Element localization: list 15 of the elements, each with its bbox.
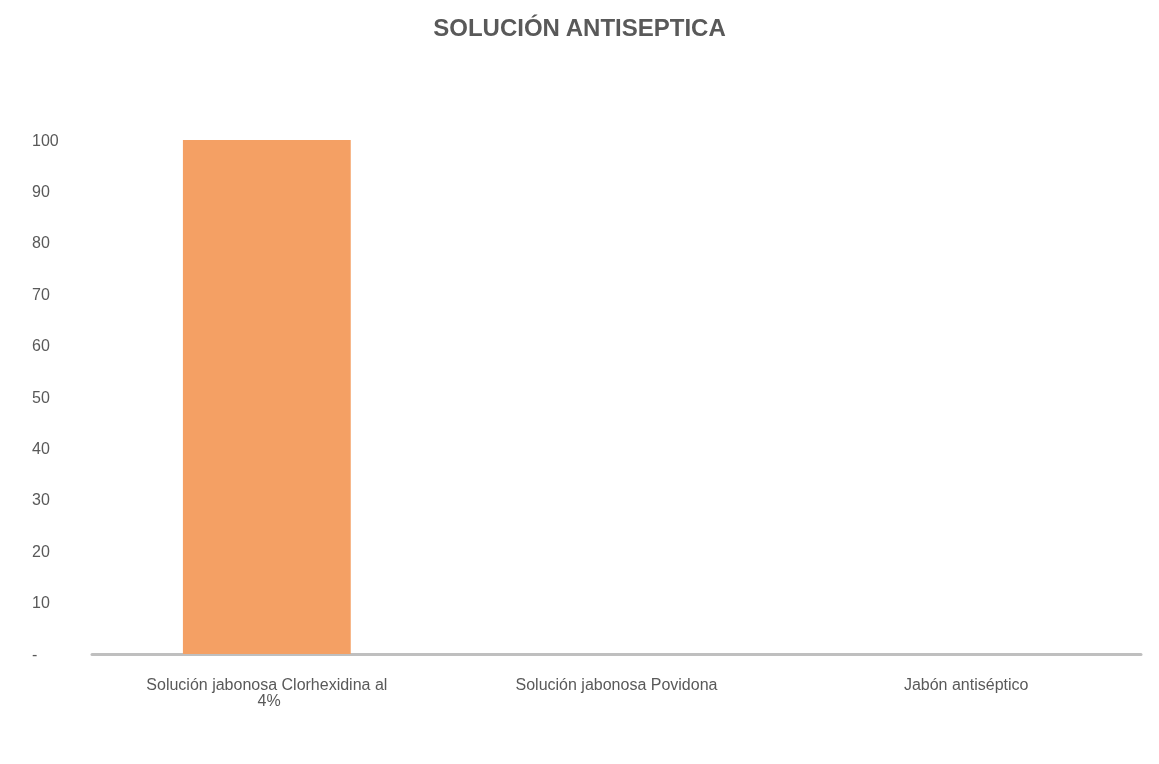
x-tick-label: Solución jabonosa Clorhexidina al 4%	[146, 675, 388, 709]
y-tick-label: 90	[32, 182, 50, 200]
y-tick-label: 20	[32, 542, 50, 560]
x-tick-label: Solución jabonosa Povidona	[515, 675, 718, 693]
y-tick-label: 30	[32, 491, 50, 509]
y-tick-label: 80	[32, 234, 50, 252]
y-tick-label: 70	[32, 285, 50, 303]
y-tick-label: -	[32, 645, 38, 663]
y-tick-label: 60	[32, 337, 50, 355]
y-tick-label: 40	[32, 439, 50, 457]
chart-title: SOLUCIÓN ANTISEPTICA	[433, 13, 726, 41]
y-tick-label: 10	[32, 594, 50, 612]
y-tick-label: 50	[32, 388, 50, 406]
x-tick-label: Jabón antiséptico	[903, 675, 1029, 693]
y-tick-label: 100	[32, 131, 59, 149]
